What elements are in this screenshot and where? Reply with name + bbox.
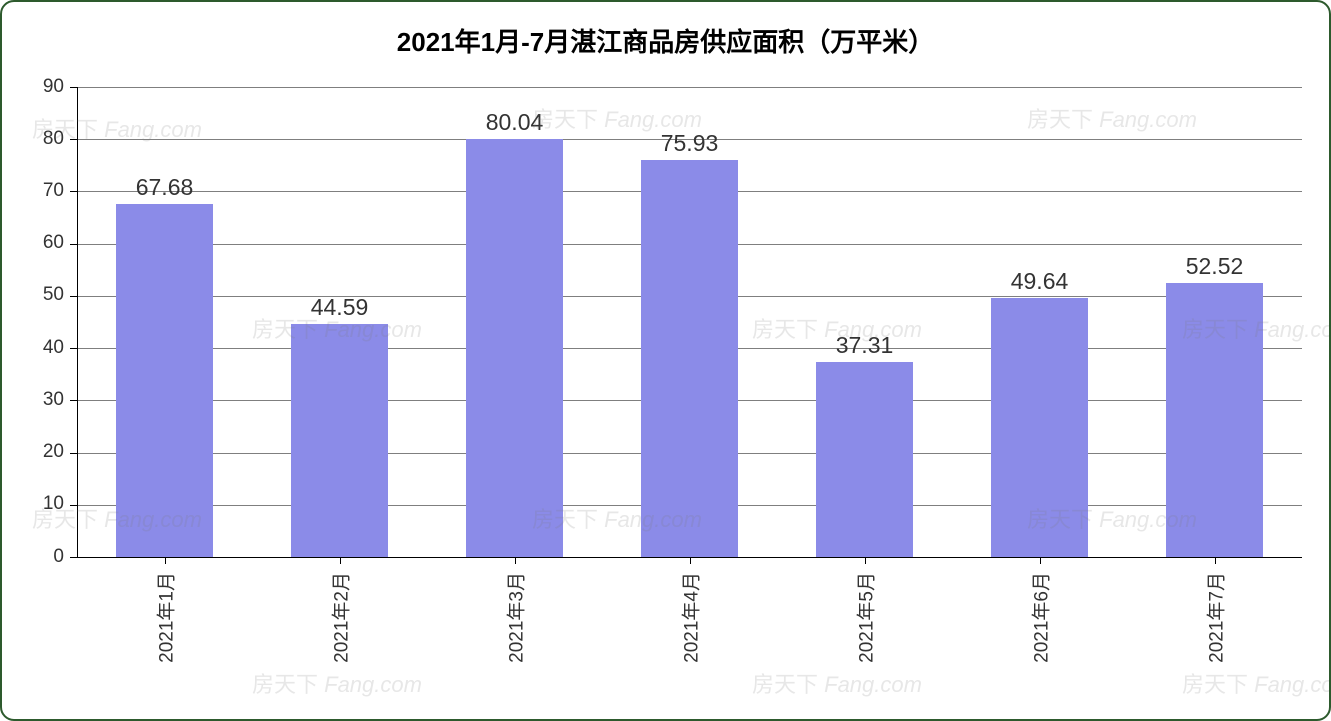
- y-tick-label: 10: [14, 493, 64, 515]
- bar: [116, 204, 212, 557]
- y-tick-mark: [70, 453, 77, 454]
- plot-area: 010203040506070809067.682021年1月44.592021…: [77, 87, 1302, 557]
- watermark: 房天下 Fang.com: [752, 667, 922, 699]
- bar-value-label: 80.04: [486, 109, 544, 136]
- y-tick-mark: [70, 244, 77, 245]
- x-tick-mark: [1040, 557, 1041, 564]
- y-tick-mark: [70, 139, 77, 140]
- y-tick-label: 70: [14, 180, 64, 202]
- bar-value-label: 37.31: [836, 332, 894, 359]
- y-tick-mark: [70, 87, 77, 88]
- y-tick-label: 90: [14, 76, 64, 98]
- y-tick-label: 30: [14, 389, 64, 411]
- x-tick-label: 2021年2月: [326, 572, 353, 663]
- bar-value-label: 75.93: [661, 130, 719, 157]
- bar: [466, 139, 562, 557]
- watermark: 房天下 Fang.com: [1182, 667, 1331, 699]
- y-tick-mark: [70, 348, 77, 349]
- y-tick-label: 60: [14, 232, 64, 254]
- x-tick-label: 2021年5月: [851, 572, 878, 663]
- x-tick-label: 2021年3月: [501, 572, 528, 663]
- x-tick-mark: [690, 557, 691, 564]
- x-tick-label: 2021年4月: [676, 572, 703, 663]
- x-tick-mark: [1215, 557, 1216, 564]
- x-tick-mark: [515, 557, 516, 564]
- chart-title: 2021年1月-7月湛江商品房供应面积（万平米）: [2, 2, 1329, 59]
- bar: [816, 362, 912, 557]
- y-tick-label: 0: [14, 546, 64, 568]
- x-tick-label: 2021年1月: [151, 572, 178, 663]
- x-tick-mark: [865, 557, 866, 564]
- watermark: 房天下 Fang.com: [252, 667, 422, 699]
- bar-value-label: 67.68: [136, 174, 194, 201]
- y-tick-mark: [70, 505, 77, 506]
- y-tick-mark: [70, 296, 77, 297]
- y-tick-label: 50: [14, 284, 64, 306]
- bar: [1166, 283, 1262, 557]
- bar-chart: 2021年1月-7月湛江商品房供应面积（万平米） 010203040506070…: [0, 0, 1331, 721]
- y-tick-label: 40: [14, 337, 64, 359]
- bar: [291, 324, 387, 557]
- bar-value-label: 49.64: [1011, 268, 1069, 295]
- bar: [641, 160, 737, 557]
- bar: [991, 298, 1087, 557]
- y-tick-label: 20: [14, 441, 64, 463]
- x-tick-mark: [165, 557, 166, 564]
- y-tick-mark: [70, 557, 77, 558]
- x-tick-mark: [340, 557, 341, 564]
- bar-value-label: 52.52: [1186, 253, 1244, 280]
- y-tick-mark: [70, 400, 77, 401]
- x-tick-label: 2021年6月: [1026, 572, 1053, 663]
- grid-line: [77, 87, 1302, 88]
- x-tick-label: 2021年7月: [1201, 572, 1228, 663]
- y-tick-label: 80: [14, 128, 64, 150]
- y-tick-mark: [70, 191, 77, 192]
- y-axis: [77, 87, 78, 557]
- bar-value-label: 44.59: [311, 294, 369, 321]
